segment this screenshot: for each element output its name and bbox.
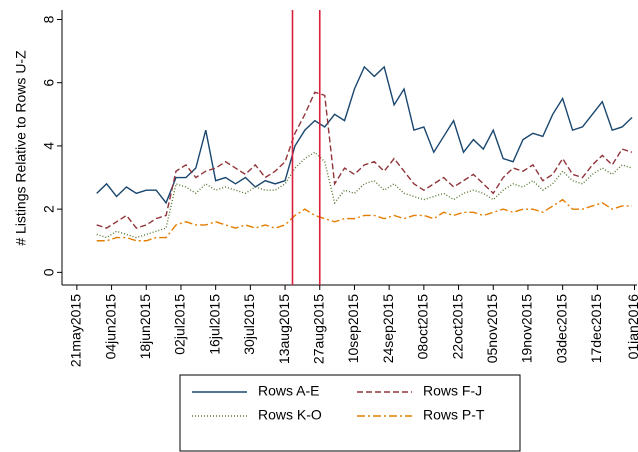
x-tick-label: 03dec2015	[553, 294, 569, 364]
x-tick-label: 24sep2015	[380, 294, 396, 364]
y-tick-label: 2	[41, 205, 57, 213]
legend-label: Rows P-T	[423, 407, 485, 423]
x-tick-label: 02jul2015	[172, 294, 188, 355]
y-tick-label: 8	[41, 15, 57, 23]
x-tick-label: 05nov2015	[484, 294, 500, 364]
x-tick-label: 18jun2015	[137, 294, 153, 360]
x-tick-label: 27aug2015	[310, 294, 326, 364]
x-tick-label: 01jan2016	[625, 294, 638, 360]
y-axis-title: # Listings Relative to Rows U-Z	[13, 50, 29, 246]
legend-box	[179, 374, 521, 452]
y-tick-label: 4	[41, 142, 57, 150]
x-tick-label: 22oct2015	[449, 294, 465, 360]
x-tick-label: 13aug2015	[276, 294, 292, 364]
y-tick-label: 6	[41, 79, 57, 87]
series-line	[96, 151, 633, 239]
series-line	[96, 91, 633, 229]
legend-label: Rows F-J	[423, 383, 482, 399]
x-tick-label: 08oct2015	[415, 294, 431, 360]
x-tick-label: 21may2015	[68, 294, 84, 367]
x-tick-label: 16jul2015	[206, 294, 222, 355]
x-tick-label: 30jul2015	[241, 294, 257, 355]
x-tick-label: 19nov2015	[519, 294, 535, 364]
x-tick-label: 17dec2015	[588, 294, 604, 364]
x-tick-label: 10sep2015	[345, 294, 361, 364]
x-tick-label: 04jun2015	[102, 294, 118, 360]
y-tick-label: 0	[41, 268, 57, 276]
legend-label: Rows K-O	[258, 407, 322, 423]
series-line	[96, 65, 633, 205]
legend-label: Rows A-E	[258, 383, 319, 399]
series-line	[96, 198, 633, 242]
